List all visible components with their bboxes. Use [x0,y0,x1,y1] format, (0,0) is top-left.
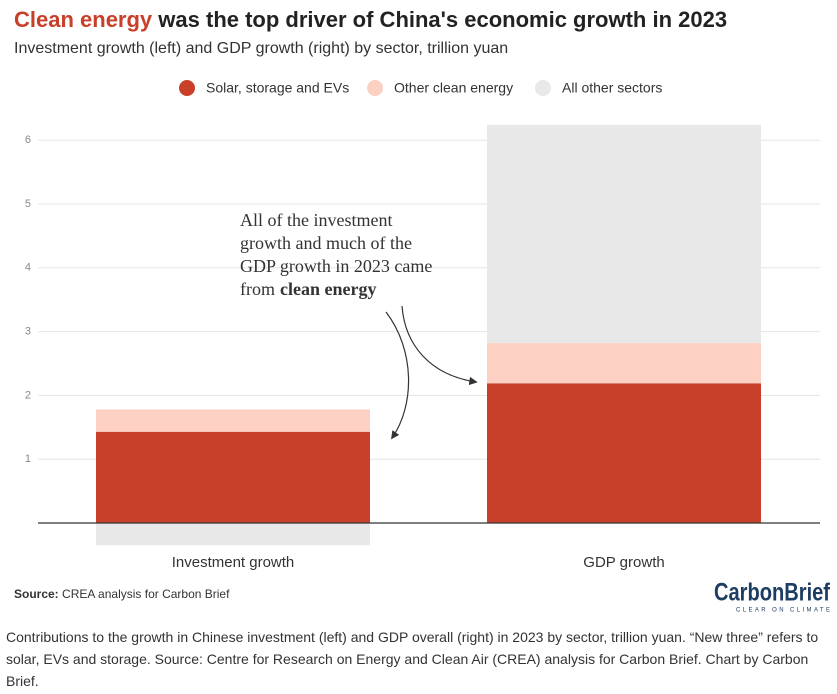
legend-swatch [367,80,383,96]
legend-swatch [179,80,195,96]
subtitle: Investment growth (left) and GDP growth … [14,40,508,57]
logo-tagline: CLEAR ON CLIMATE [736,608,830,614]
y-tick-label: 2 [25,389,31,401]
bar-segment [96,431,370,523]
source-label: Source: [14,587,59,601]
caption: Contributions to the growth in Chinese i… [6,629,819,689]
title-highlight: Clean energy [14,7,153,32]
source: Source: CREA analysis for Carbon Brief [14,587,230,601]
y-tick-label: 6 [25,134,31,146]
chart: Clean energy was the top driver of China… [14,7,831,614]
y-tick-label: 4 [25,262,31,274]
legend-swatch [535,80,551,96]
annotation-bold: clean energy [280,279,376,299]
title-rest: was the top driver of China's economic g… [157,7,727,32]
x-tick-label: Investment growth [172,554,295,571]
legend-label: Solar, storage and EVs [206,80,349,96]
legend-label: Other clean energy [394,80,513,96]
x-tick-label: GDP growth [583,554,664,571]
annotation-line: from clean energy [240,279,376,299]
arrow [401,305,478,386]
source-text: CREA analysis for Carbon Brief [62,587,230,601]
legend-label: All other sectors [562,80,662,96]
bar-segment [487,383,761,523]
y-tick-label: 5 [25,198,31,210]
bar-segment [487,124,761,344]
annotation-line: All of the investment [240,210,392,230]
chart-title: Clean energy was the top driver of China… [14,7,727,32]
annotation-line: GDP growth in 2023 came [240,256,432,276]
logo: CarbonBrief [714,579,831,607]
annotation-line: growth and much of the [240,233,412,253]
bar-segment [96,522,370,546]
y-tick-label: 1 [25,453,31,465]
bar-segment [487,343,761,384]
arrow [385,311,410,440]
bar-segment [96,409,370,432]
y-tick-label: 3 [25,326,31,338]
